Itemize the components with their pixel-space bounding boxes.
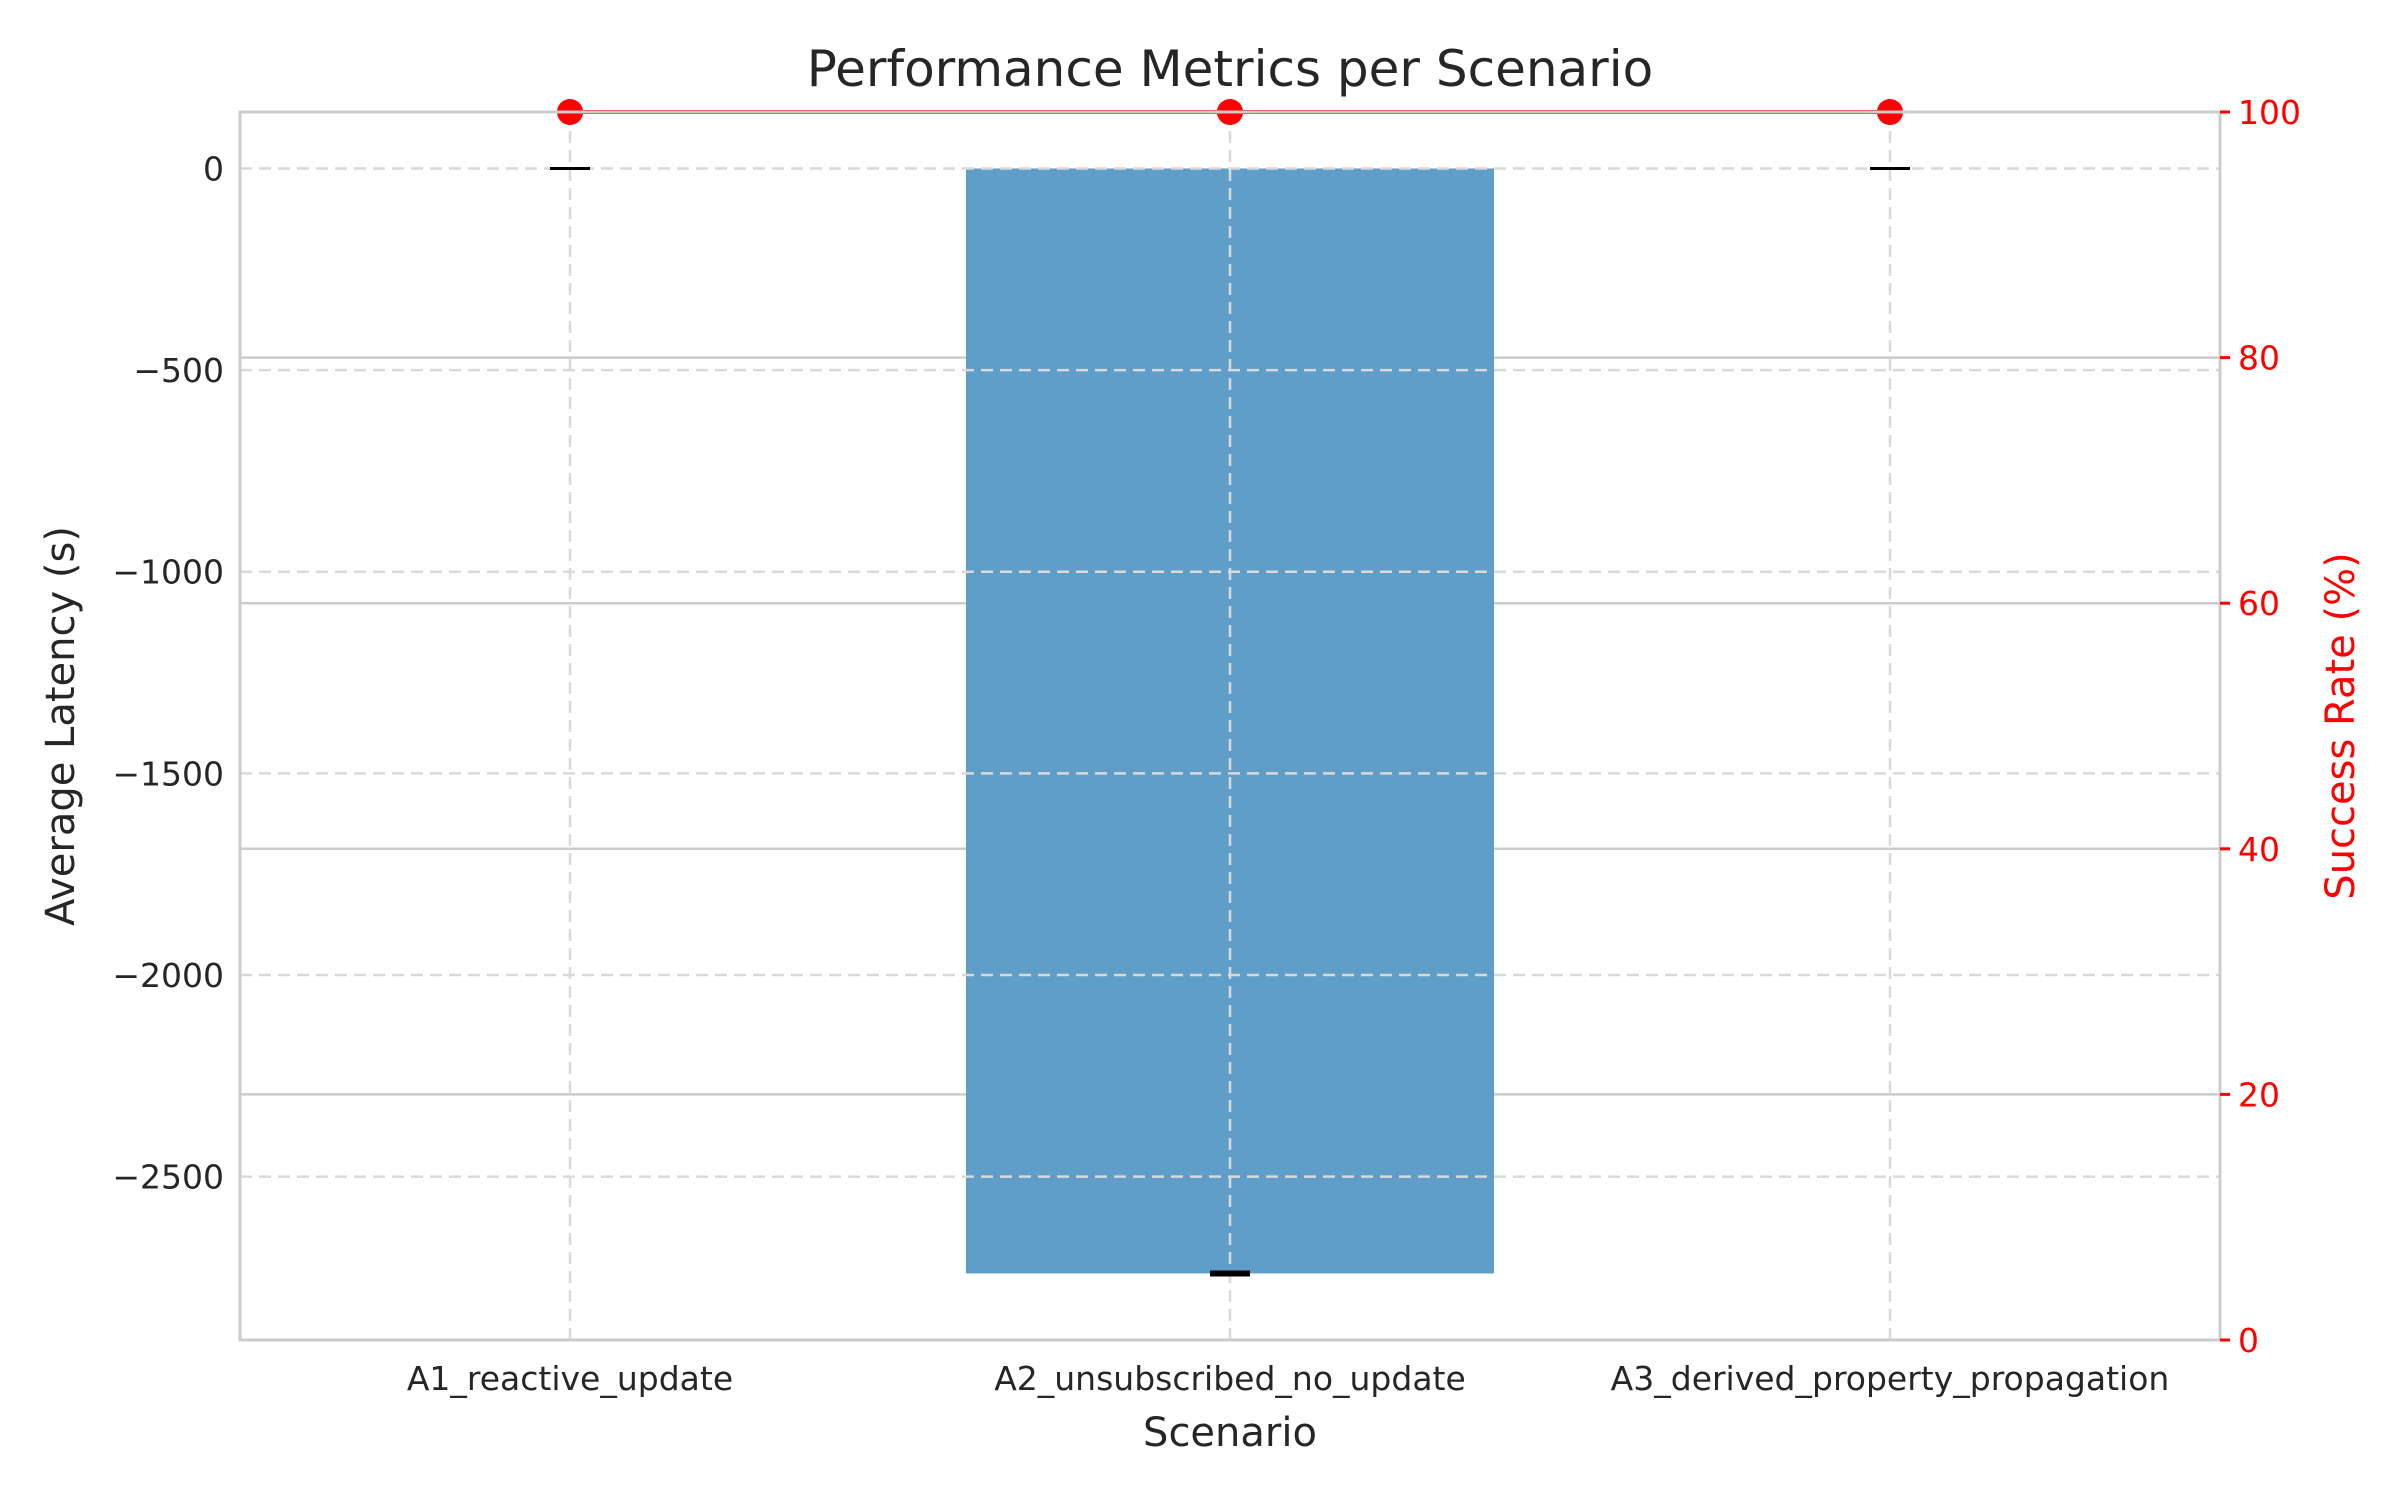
error-bars <box>550 166 1910 1277</box>
left-axis-ticks: 0 −500 −1000 −1500 −2000 −2500 <box>112 149 224 1196</box>
y2-tick-label-100: 100 <box>2238 93 2301 132</box>
x-tick-label-A3_derived_property_propagation: A3_derived_property_propagation <box>1611 1359 2170 1398</box>
y-tick-label--2000: −2000 <box>112 956 224 995</box>
x-axis-ticks: A1_reactive_update A2_unsubscribed_no_upd… <box>407 1359 2169 1398</box>
left-axis-gridlines <box>240 112 2220 1340</box>
x-axis-label: Scenario <box>1143 1410 1317 1456</box>
x-tick-label-A2_unsubscribed_no_update: A2_unsubscribed_no_update <box>994 1359 1466 1398</box>
y2-tick-label-40: 40 <box>2238 830 2280 869</box>
chart-title: Performance Metrics per Scenario <box>807 40 1653 98</box>
x-tick-label-A1_reactive_update: A1_reactive_update <box>407 1359 733 1398</box>
y-tick-label--1500: −1500 <box>112 754 224 793</box>
y2-axis-label: Success Rate (%) <box>2318 552 2364 899</box>
y-tick-label-0: 0 <box>203 149 224 188</box>
y-tick-label--2500: −2500 <box>112 1158 224 1197</box>
y-tick-label--500: −500 <box>133 351 224 390</box>
y2-tick-label-0: 0 <box>2238 1321 2259 1360</box>
y-axis-label: Average Latency (s) <box>38 526 84 926</box>
right-axis-ticks: 0 20 40 60 80 100 <box>2220 93 2301 1360</box>
y-tick-label--1000: −1000 <box>112 553 224 592</box>
plot-frame <box>238 110 2222 1342</box>
y2-tick-label-80: 80 <box>2238 339 2280 378</box>
y2-tick-label-20: 20 <box>2238 1075 2280 1114</box>
y2-tick-label-60: 60 <box>2238 584 2280 623</box>
